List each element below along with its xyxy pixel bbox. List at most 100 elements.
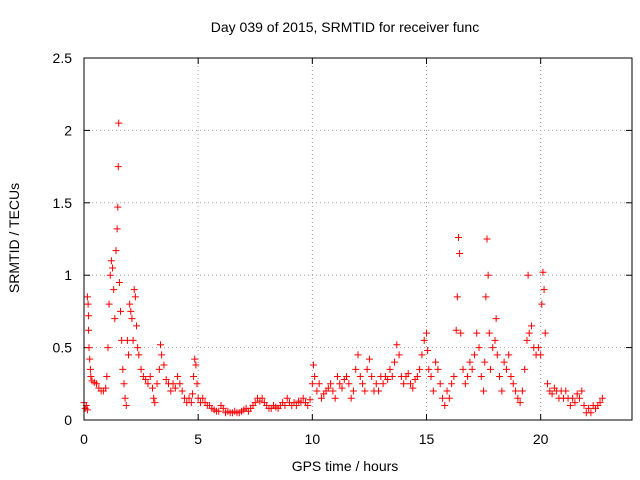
data-point: [466, 358, 474, 366]
data-point: [127, 307, 135, 315]
data-point: [86, 355, 94, 363]
data-point: [464, 373, 472, 381]
data-point: [83, 406, 91, 414]
data-point: [468, 365, 476, 373]
data-point: [400, 380, 408, 388]
data-point: [450, 373, 458, 381]
data-point: [343, 373, 351, 381]
data-point: [514, 394, 522, 402]
x-axis-label: GPS time / hours: [292, 458, 399, 474]
data-point: [153, 380, 161, 388]
data-point: [524, 271, 532, 279]
data-point: [308, 380, 316, 388]
data-point: [354, 351, 362, 359]
data-point: [219, 404, 227, 412]
data-point: [338, 384, 346, 392]
data-point: [453, 293, 461, 301]
data-point: [333, 373, 341, 381]
data-point: [176, 380, 184, 388]
data-point: [336, 380, 344, 388]
x-tick-label: 5: [194, 431, 202, 447]
data-point: [429, 387, 437, 395]
data-point: [578, 387, 586, 395]
y-tick-label: 1: [64, 267, 72, 283]
data-point: [423, 329, 430, 337]
data-point: [540, 286, 548, 294]
data-point: [85, 344, 93, 352]
data-point: [134, 344, 142, 352]
data-point: [112, 247, 120, 255]
data-point: [523, 336, 531, 344]
y-tick-label: 1.5: [53, 195, 73, 211]
data-point: [110, 286, 118, 294]
data-point: [345, 380, 353, 388]
data-point: [580, 402, 588, 410]
chart-title: Day 039 of 2015, SRMTID for receiver fun…: [211, 19, 479, 35]
data-point: [395, 351, 403, 359]
data-point: [434, 365, 442, 373]
data-point: [372, 380, 380, 388]
data-point: [598, 394, 606, 402]
data-point: [199, 394, 207, 402]
y-tick-label: 0: [64, 412, 72, 428]
data-point: [185, 394, 193, 402]
data-point: [502, 365, 510, 373]
data-point: [117, 307, 125, 315]
data-point: [585, 404, 593, 412]
data-point: [456, 249, 464, 257]
data-point: [470, 351, 478, 359]
data-point: [258, 394, 266, 402]
data-point: [299, 394, 307, 402]
data-point: [512, 387, 520, 395]
data-point: [361, 387, 369, 395]
data-point: [498, 387, 506, 395]
data-point: [413, 373, 421, 381]
data-point: [122, 402, 130, 410]
data-point: [114, 203, 122, 211]
data-point: [596, 399, 604, 407]
data-point: [193, 380, 201, 388]
data-point: [144, 380, 152, 388]
data-point: [475, 344, 483, 352]
data-point: [356, 373, 364, 381]
data-point: [368, 373, 376, 381]
data-point: [521, 365, 529, 373]
data-point: [155, 365, 163, 373]
data-point: [162, 375, 170, 383]
data-point: [111, 315, 119, 323]
plot-frame: [83, 57, 633, 421]
data-point: [324, 384, 332, 392]
data-point: [486, 365, 494, 373]
data-point: [131, 293, 139, 301]
x-tick-label: 20: [533, 431, 549, 447]
data-point: [315, 380, 323, 388]
data-point: [537, 351, 545, 359]
data-point: [566, 402, 574, 410]
data-point: [525, 329, 533, 337]
data-point: [534, 344, 542, 352]
data-point: [420, 336, 428, 344]
data-point: [292, 402, 300, 410]
data-point: [518, 387, 526, 395]
data-point: [500, 358, 508, 366]
data-point: [457, 329, 465, 337]
data-point: [575, 394, 583, 402]
x-tick-label: 10: [305, 431, 321, 447]
data-point: [404, 370, 412, 378]
data-point: [388, 373, 396, 381]
y-tick-label: 0.5: [53, 340, 73, 356]
data-point: [480, 387, 488, 395]
data-point: [436, 380, 444, 388]
data-point: [507, 373, 515, 381]
data-point: [113, 225, 121, 233]
data-point: [215, 407, 223, 415]
data-point: [409, 384, 417, 392]
grid-lines: [84, 58, 632, 420]
data-point: [188, 390, 196, 398]
data-point: [313, 387, 321, 395]
data-point: [84, 300, 92, 308]
data-point: [562, 387, 570, 395]
data-point: [142, 375, 150, 383]
data-point: [384, 375, 392, 383]
data-point: [509, 380, 517, 388]
